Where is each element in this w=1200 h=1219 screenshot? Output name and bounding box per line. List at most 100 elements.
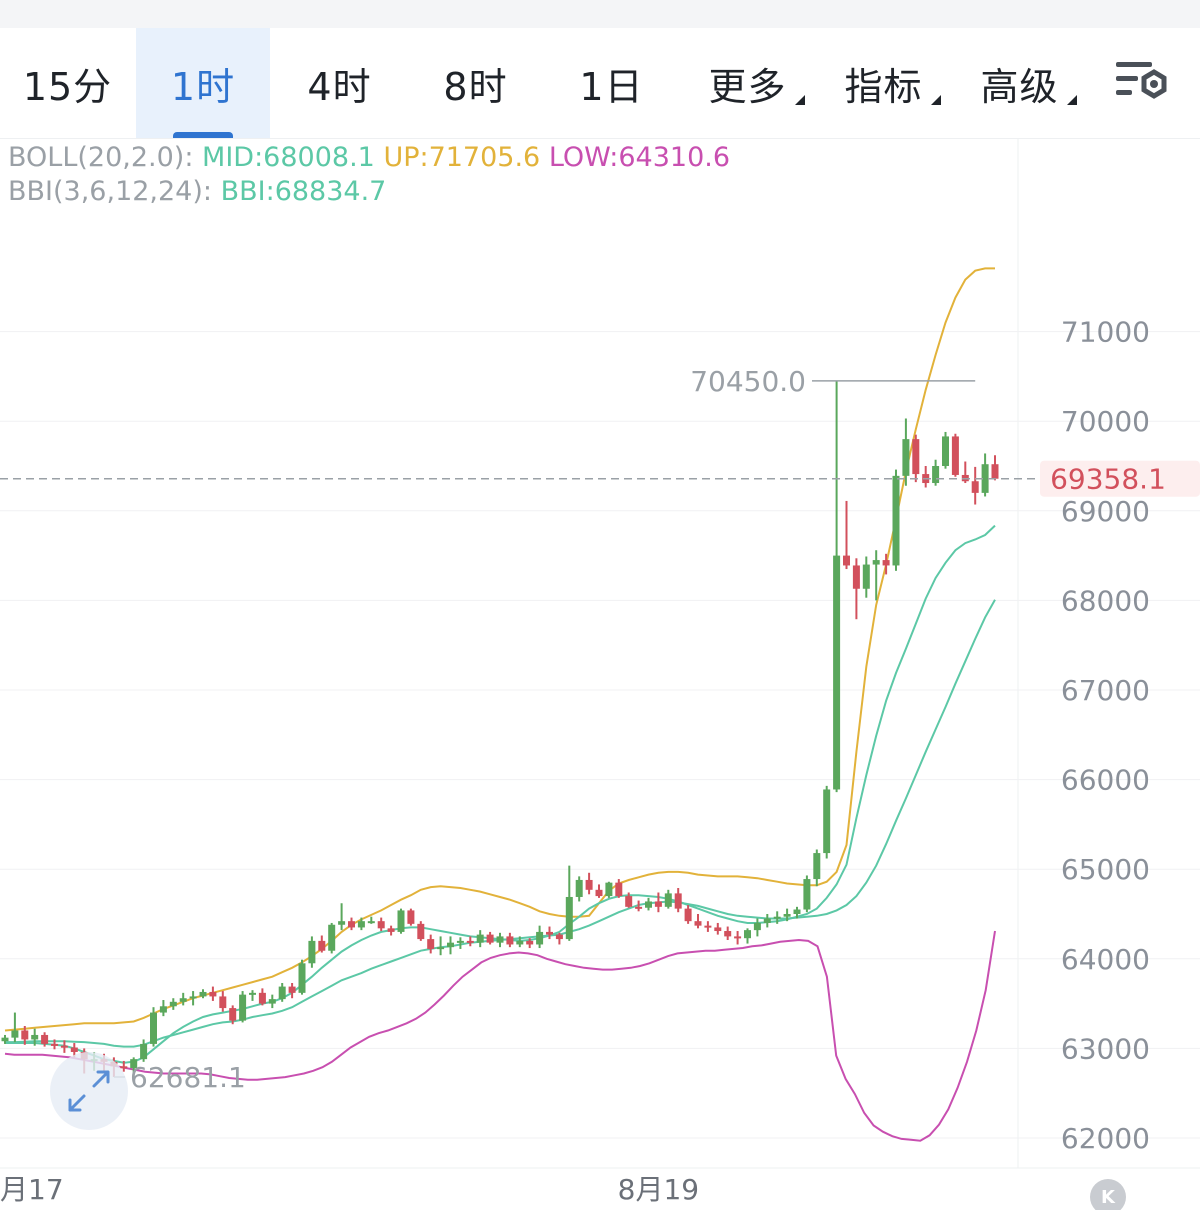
candle-body (31, 1034, 39, 1040)
boll-name: BOLL(20,2.0): (8, 142, 194, 173)
y-tick-label: 67000 (1061, 674, 1150, 707)
candle-body (427, 939, 435, 949)
candle-body (585, 879, 593, 890)
candle-body (694, 921, 702, 926)
candle-body (456, 940, 464, 943)
candle-body (308, 940, 316, 964)
timeframe-tabbar: 15分 1时 4时 8时 1日 更多 指标 高级 (0, 28, 1200, 139)
tab-1h-label: 1时 (170, 64, 236, 109)
candle-body (734, 936, 742, 939)
candle-body (258, 992, 266, 1004)
candle-body (526, 940, 534, 945)
y-tick-label: 63000 (1061, 1032, 1150, 1065)
candle-body (991, 464, 999, 479)
boll-up-value: UP:71705.6 (383, 142, 541, 173)
candle-body (357, 921, 365, 928)
candle-body (298, 963, 306, 993)
candle-body (546, 931, 553, 935)
candle-body (565, 896, 573, 940)
active-tab-indicator (173, 132, 233, 138)
bbi-value: BBI:68834.7 (220, 176, 387, 207)
expand-arrows-icon (68, 1070, 110, 1112)
candle-body (328, 924, 336, 951)
chart-settings-icon (1116, 62, 1167, 99)
boll-upper-line (4, 267, 995, 1032)
candle-body (150, 1012, 157, 1044)
tab-advanced[interactable]: 高级 (952, 28, 1087, 138)
candle-body (249, 992, 256, 995)
k-icon: K (1101, 1186, 1115, 1208)
candle-body (417, 923, 425, 940)
candle-body (882, 560, 890, 566)
candle-body (654, 901, 662, 907)
candle-body (21, 1030, 29, 1040)
candle-body (892, 475, 900, 566)
candle-body (11, 1030, 19, 1038)
y-tick-label: 68000 (1061, 584, 1150, 617)
max-annotation-label: 70450.0 (690, 365, 806, 398)
candle-body (169, 1001, 177, 1007)
candle-body (189, 996, 197, 999)
candle-body (476, 934, 484, 943)
candle-body (932, 466, 940, 484)
candle-body (862, 564, 870, 589)
candle-body (506, 936, 514, 945)
min-annotation-label: 62681.1 (130, 1061, 246, 1094)
candle-body (367, 921, 375, 924)
y-tick-label: 70000 (1061, 405, 1150, 438)
bbi-name: BBI(3,6,12,24): (8, 176, 212, 207)
candle-body (348, 921, 355, 928)
candle-body (922, 474, 930, 484)
candle-body (823, 789, 831, 854)
dropdown-caret-icon (1067, 95, 1077, 105)
candle-body (744, 930, 751, 939)
tab-1d[interactable]: 1日 (579, 64, 644, 109)
candle-body (783, 914, 791, 917)
y-tick-label: 71000 (1061, 316, 1150, 349)
candle-body (724, 931, 732, 937)
candle-body (645, 901, 652, 908)
candle-body (387, 928, 395, 932)
candle-body (268, 999, 276, 1004)
candle-body (288, 986, 296, 993)
candle-body (318, 940, 326, 951)
tab-indicators[interactable]: 指标 (816, 28, 951, 138)
candle-body (684, 908, 692, 922)
tab-more[interactable]: 更多 (680, 28, 815, 138)
candle-body (635, 906, 643, 909)
candle-body (813, 853, 821, 880)
candle-body (664, 893, 672, 907)
bottom-indicator-strip (0, 1210, 1200, 1219)
k-line-toggle-button[interactable]: K (1090, 1179, 1126, 1215)
candle-body (793, 909, 801, 914)
candle-body (714, 927, 722, 932)
expand-chart-button[interactable] (50, 1052, 128, 1130)
tab-indicators-label: 指标 (844, 64, 923, 109)
last-price-tag (1040, 460, 1200, 497)
tab-8h[interactable]: 8时 (443, 64, 508, 109)
candle-body (773, 916, 781, 919)
candle-body (1, 1037, 9, 1042)
dropdown-caret-icon (795, 95, 805, 105)
tab-15m[interactable]: 15分 (22, 64, 113, 109)
candle-body (555, 934, 563, 940)
candle-body (407, 910, 415, 924)
boll-lower-line (4, 930, 996, 1142)
candle-body (763, 918, 771, 923)
candle-body (338, 921, 346, 925)
candle-body (219, 996, 227, 1009)
tab-4h[interactable]: 4时 (307, 64, 372, 109)
candle-body (466, 940, 474, 943)
candle-body (625, 896, 633, 907)
chart-settings-button[interactable] (1112, 58, 1172, 110)
candle-body (704, 925, 712, 928)
tab-1h[interactable]: 1时 (136, 28, 270, 138)
candle-body (278, 986, 286, 1000)
candle-body (447, 942, 454, 948)
candle-body (486, 934, 494, 943)
candle-body (377, 921, 385, 929)
candle-body (41, 1034, 49, 1044)
y-tick-label: 62000 (1061, 1122, 1150, 1155)
y-tick-label: 65000 (1061, 853, 1150, 886)
candle-body (951, 436, 959, 475)
